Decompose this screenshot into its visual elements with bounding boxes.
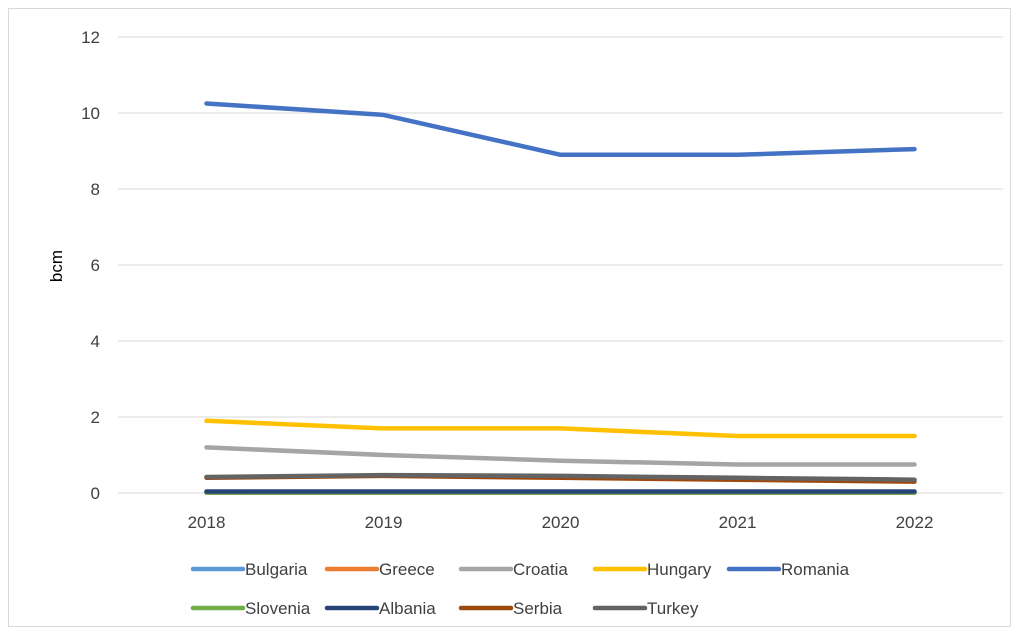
x-tick-label: 2020 bbox=[542, 513, 580, 532]
legend-label-turkey: Turkey bbox=[647, 599, 699, 618]
legend-item-romania: Romania bbox=[726, 560, 850, 579]
x-tick-label: 2018 bbox=[188, 513, 226, 532]
x-tick-label: 2021 bbox=[719, 513, 757, 532]
legend-label-hungary: Hungary bbox=[647, 560, 712, 579]
series-line-turkey bbox=[204, 472, 917, 482]
x-axis-ticks: 2018 2019 2020 2021 2022 bbox=[188, 513, 934, 532]
y-tick-label: 8 bbox=[91, 180, 100, 199]
legend-label-serbia: Serbia bbox=[513, 599, 563, 618]
series-line-romania bbox=[204, 101, 917, 158]
y-tick-label: 6 bbox=[91, 256, 100, 275]
y-tick-label: 4 bbox=[91, 332, 100, 351]
legend-item-albania: Albania bbox=[324, 599, 436, 618]
y-tick-label: 0 bbox=[91, 484, 100, 503]
y-tick-label: 2 bbox=[91, 408, 100, 427]
legend-item-bulgaria: Bulgaria bbox=[190, 560, 308, 579]
legend-label-bulgaria: Bulgaria bbox=[245, 560, 308, 579]
legend-label-croatia: Croatia bbox=[513, 560, 568, 579]
y-tick-label: 12 bbox=[81, 28, 100, 47]
legend-label-slovenia: Slovenia bbox=[245, 599, 311, 618]
legend-item-greece: Greece bbox=[324, 560, 435, 579]
legend-item-hungary: Hungary bbox=[592, 560, 712, 579]
y-axis-ticks: 0 2 4 6 8 10 12 bbox=[81, 28, 100, 503]
legend-item-slovenia: Slovenia bbox=[190, 599, 311, 618]
series-line-hungary bbox=[204, 418, 917, 439]
legend-label-albania: Albania bbox=[379, 599, 436, 618]
series-lines bbox=[204, 101, 917, 495]
legend: Bulgaria Greece Croatia Hungary Romania Slove… bbox=[190, 560, 850, 618]
legend-label-romania: Romania bbox=[781, 560, 850, 579]
legend-item-turkey: Turkey bbox=[592, 599, 699, 618]
y-tick-label: 10 bbox=[81, 104, 100, 123]
chart-frame bbox=[8, 8, 1011, 627]
x-tick-label: 2019 bbox=[365, 513, 403, 532]
legend-item-croatia: Croatia bbox=[458, 560, 568, 579]
x-tick-label: 2022 bbox=[896, 513, 934, 532]
legend-label-greece: Greece bbox=[379, 560, 435, 579]
series-line-croatia bbox=[204, 445, 917, 467]
y-axis-title: bcm bbox=[47, 250, 66, 282]
legend-item-serbia: Serbia bbox=[458, 599, 563, 618]
